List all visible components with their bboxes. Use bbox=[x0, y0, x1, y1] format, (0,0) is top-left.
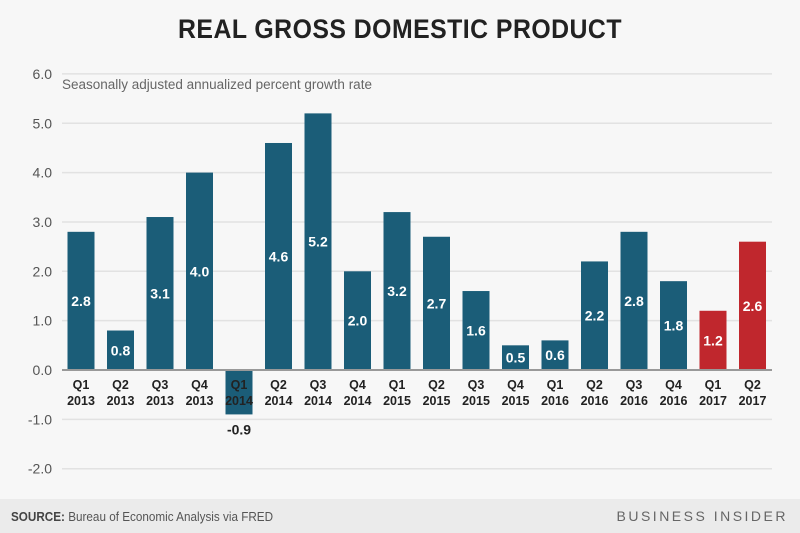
bar-chart: 6.0 5.0 4.0 3.0 2.0 1.0 0.0 -1.0 -2.0 Seasonally … bbox=[28, 66, 772, 477]
data-label: 2.8 bbox=[624, 293, 644, 309]
x-tick-year: 2016 bbox=[541, 394, 569, 408]
data-label: 0.8 bbox=[111, 342, 131, 358]
x-tick-quarter: Q1 bbox=[389, 378, 406, 392]
y-tick-label: 3.0 bbox=[33, 214, 53, 230]
x-tick-year: 2015 bbox=[502, 394, 530, 408]
x-tick-year: 2015 bbox=[462, 394, 490, 408]
source-note: SOURCE: Bureau of Economic Analysis via … bbox=[11, 509, 273, 524]
x-tick-quarter: Q2 bbox=[270, 378, 287, 392]
x-tick-year: 2016 bbox=[620, 394, 648, 408]
x-tick-quarter: Q1 bbox=[231, 378, 248, 392]
bar bbox=[739, 241, 766, 370]
x-tick-quarter: Q1 bbox=[73, 378, 90, 392]
bar bbox=[462, 291, 490, 370]
x-tick-year: 2016 bbox=[581, 394, 609, 408]
x-tick-year: 2014 bbox=[265, 394, 293, 408]
data-label: 3.1 bbox=[150, 286, 170, 302]
bar bbox=[502, 345, 529, 370]
data-label: 2.6 bbox=[743, 298, 763, 314]
x-tick-year: 2017 bbox=[699, 394, 727, 408]
data-label: -0.9 bbox=[227, 421, 251, 437]
x-tick-year: 2013 bbox=[67, 394, 95, 408]
x-tick-quarter: Q2 bbox=[428, 378, 445, 392]
y-tick-label: 6.0 bbox=[33, 66, 53, 82]
chart-subtitle: Seasonally adjusted annualized percent g… bbox=[62, 77, 372, 92]
data-label: 1.2 bbox=[703, 332, 723, 348]
x-tick-quarter: Q4 bbox=[665, 378, 682, 392]
bar bbox=[383, 212, 411, 370]
bar bbox=[146, 217, 174, 370]
x-tick-quarter: Q1 bbox=[705, 378, 722, 392]
x-tick-quarter: Q2 bbox=[586, 378, 603, 392]
bar bbox=[660, 281, 687, 370]
y-tick-label: 4.0 bbox=[33, 165, 53, 181]
bar bbox=[541, 340, 569, 370]
x-tick-year: 2014 bbox=[344, 394, 372, 408]
y-tick-label: 2.0 bbox=[33, 263, 53, 279]
data-label: 0.5 bbox=[506, 350, 526, 366]
x-tick-quarter: Q4 bbox=[191, 378, 208, 392]
y-tick-label: 0.0 bbox=[33, 362, 53, 378]
data-label: 4.6 bbox=[269, 248, 289, 264]
x-tick-year: 2013 bbox=[186, 394, 214, 408]
bar bbox=[107, 330, 134, 370]
bar bbox=[67, 231, 95, 370]
x-tick-year: 2015 bbox=[423, 394, 451, 408]
data-label: 4.0 bbox=[190, 263, 210, 279]
data-label: 2.8 bbox=[71, 293, 91, 309]
data-label: 2.7 bbox=[427, 295, 447, 311]
x-tick-year: 2016 bbox=[660, 394, 688, 408]
bar bbox=[265, 142, 292, 370]
data-label: 2.0 bbox=[348, 313, 368, 329]
brand-logo: BUSINESS INSIDER bbox=[616, 508, 788, 524]
x-tick-quarter: Q2 bbox=[744, 378, 761, 392]
x-tick-year: 2013 bbox=[146, 394, 174, 408]
y-tick-label: 5.0 bbox=[33, 115, 53, 131]
x-tick-quarter: Q4 bbox=[349, 378, 366, 392]
x-tick-year: 2017 bbox=[739, 394, 767, 408]
x-tick-quarter: Q3 bbox=[468, 378, 485, 392]
x-tick-quarter: Q3 bbox=[626, 378, 643, 392]
data-label: 5.2 bbox=[308, 234, 328, 250]
source-label: SOURCE: bbox=[11, 509, 65, 524]
data-label: 2.2 bbox=[585, 308, 605, 324]
x-tick-quarter: Q2 bbox=[112, 378, 129, 392]
x-tick-year: 2014 bbox=[304, 394, 332, 408]
data-label: 3.2 bbox=[387, 283, 407, 299]
x-tick-quarter: Q3 bbox=[310, 378, 327, 392]
bar bbox=[304, 113, 332, 370]
source-text: Bureau of Economic Analysis via FRED bbox=[68, 509, 274, 524]
bar bbox=[581, 261, 608, 370]
x-tick-year: 2013 bbox=[107, 394, 135, 408]
x-tick-quarter: Q4 bbox=[507, 378, 524, 392]
chart-title: REAL GROSS DOMESTIC PRODUCT bbox=[178, 14, 622, 44]
footer: SOURCE: Bureau of Economic Analysis via … bbox=[0, 499, 800, 533]
x-tick-year: 2015 bbox=[383, 394, 411, 408]
bar bbox=[620, 231, 648, 370]
bar bbox=[186, 172, 213, 370]
x-tick-quarter: Q1 bbox=[547, 378, 564, 392]
y-tick-label: -1.0 bbox=[28, 411, 52, 427]
data-label: 1.6 bbox=[466, 323, 486, 339]
data-label: 0.6 bbox=[545, 347, 565, 363]
x-tick-year: 2014 bbox=[225, 394, 253, 408]
bar bbox=[423, 236, 450, 370]
y-tick-label: -2.0 bbox=[28, 461, 52, 477]
y-tick-label: 1.0 bbox=[33, 313, 53, 329]
bar bbox=[699, 310, 727, 370]
bar bbox=[225, 370, 253, 415]
data-label: 1.8 bbox=[664, 318, 684, 334]
x-tick-quarter: Q3 bbox=[152, 378, 169, 392]
bar bbox=[344, 271, 371, 370]
